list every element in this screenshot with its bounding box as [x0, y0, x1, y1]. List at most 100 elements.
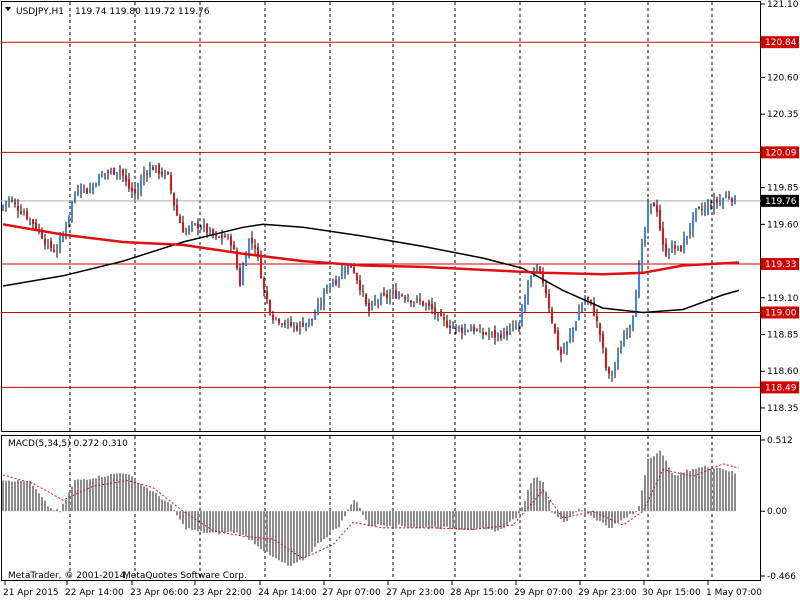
- candle-bull: [518, 323, 520, 327]
- macd-bar: [80, 479, 82, 512]
- macd-bar: [461, 511, 463, 530]
- macd-bar: [47, 506, 49, 512]
- macd-bar: [449, 511, 451, 530]
- copyright-prefix: MetaTrader, © 2001-2014,: [8, 571, 128, 581]
- macd-bar: [713, 468, 715, 512]
- macd-bar: [173, 510, 175, 512]
- macd-bar: [167, 501, 169, 512]
- candle-bull: [227, 235, 229, 238]
- copyright: MetaQuotes Software Corp.: [123, 571, 247, 581]
- macd-bar: [254, 511, 256, 545]
- candle-bear: [251, 238, 253, 244]
- candle-bear: [422, 301, 424, 306]
- candle-bull: [203, 224, 205, 227]
- candle-bear: [353, 267, 355, 274]
- macd-bar: [182, 511, 184, 524]
- candle-bear: [404, 297, 406, 300]
- macd-bar: [719, 467, 721, 512]
- candle-bear: [446, 320, 448, 328]
- candle-bull: [2, 205, 4, 210]
- macd-bar: [257, 511, 259, 547]
- macd-bar: [605, 511, 607, 526]
- candle-bull: [116, 172, 118, 176]
- candle-bull: [509, 328, 511, 335]
- macd-bar: [143, 486, 145, 512]
- candle-bull: [521, 310, 523, 324]
- candle-bear: [173, 192, 175, 206]
- candle-bear: [587, 296, 589, 301]
- candle-bull: [734, 195, 736, 204]
- macd-bar: [32, 485, 34, 512]
- macd-bar: [521, 507, 523, 512]
- macd-tick-label: 0.00: [767, 507, 787, 517]
- macd-bar: [389, 511, 391, 526]
- time-label: 23 Apr 22:00: [193, 588, 252, 598]
- macd-bar: [467, 511, 469, 531]
- macd-bar: [395, 511, 397, 527]
- candle-bear: [20, 211, 22, 214]
- candle-bear: [653, 202, 655, 207]
- candle-bear: [608, 367, 610, 374]
- macd-bar: [17, 479, 19, 512]
- candle-bull: [332, 282, 334, 286]
- macd-bar: [416, 511, 418, 529]
- macd-bar: [230, 511, 232, 532]
- macd-bar: [374, 511, 376, 527]
- macd-bar: [44, 500, 46, 512]
- macd-bar: [326, 511, 328, 538]
- candle-bear: [281, 323, 283, 325]
- candle-bull: [620, 347, 622, 354]
- candle-bull: [371, 302, 373, 310]
- macd-bar: [539, 480, 541, 512]
- candle-bear: [599, 323, 601, 336]
- price-tick-label: 118.85: [767, 331, 799, 341]
- macd-bar: [2, 480, 4, 512]
- macd-bar: [77, 479, 79, 512]
- candle-bull: [200, 227, 202, 229]
- candle-bull: [581, 304, 583, 312]
- candle-bear: [122, 169, 124, 176]
- price-level-label: 120.84: [765, 38, 797, 48]
- candle-bull: [563, 349, 565, 353]
- macd-bar: [689, 470, 691, 512]
- macd-bar: [560, 511, 562, 519]
- dropdown-arrow-icon[interactable]: [5, 7, 11, 11]
- candle-bull: [74, 195, 76, 200]
- macd-bar: [98, 475, 100, 512]
- macd-bar: [410, 511, 412, 528]
- macd-bar: [71, 486, 73, 512]
- macd-bar: [242, 511, 244, 535]
- macd-bar: [41, 496, 43, 512]
- macd-bar: [323, 511, 325, 540]
- macd-bar: [161, 499, 163, 512]
- macd-bar: [38, 493, 40, 512]
- candle-bear: [125, 175, 127, 182]
- macd-bar: [668, 467, 670, 512]
- candle-bull: [389, 295, 391, 299]
- candle-bull: [185, 230, 187, 234]
- macd-bar: [287, 511, 289, 566]
- macd-bar: [422, 511, 424, 528]
- macd-bar: [176, 511, 178, 516]
- macd-bar: [488, 511, 490, 530]
- candle-bull: [242, 265, 244, 285]
- macd-bar: [359, 507, 361, 512]
- price-axis: 121.10 120.60 120.35 119.85 119.60 119.10 118.…: [761, 0, 799, 582]
- candle-bear: [212, 229, 214, 236]
- macd-bar: [728, 471, 730, 512]
- time-label: 23 Apr 06:00: [130, 588, 189, 598]
- candle-bull: [119, 169, 121, 173]
- macd-bar: [356, 502, 358, 512]
- candle-bear: [272, 314, 274, 320]
- candle-bear: [710, 205, 712, 208]
- macd-bar: [419, 511, 421, 528]
- candle-bear: [662, 228, 664, 245]
- macd-bar: [218, 511, 220, 535]
- macd-bar: [299, 511, 301, 560]
- candle-bear: [443, 317, 445, 320]
- macd-bar: [290, 511, 292, 567]
- macd-bar: [158, 496, 160, 512]
- macd-bar: [500, 511, 502, 529]
- candle-bull: [8, 198, 10, 202]
- macd-bar: [104, 476, 106, 512]
